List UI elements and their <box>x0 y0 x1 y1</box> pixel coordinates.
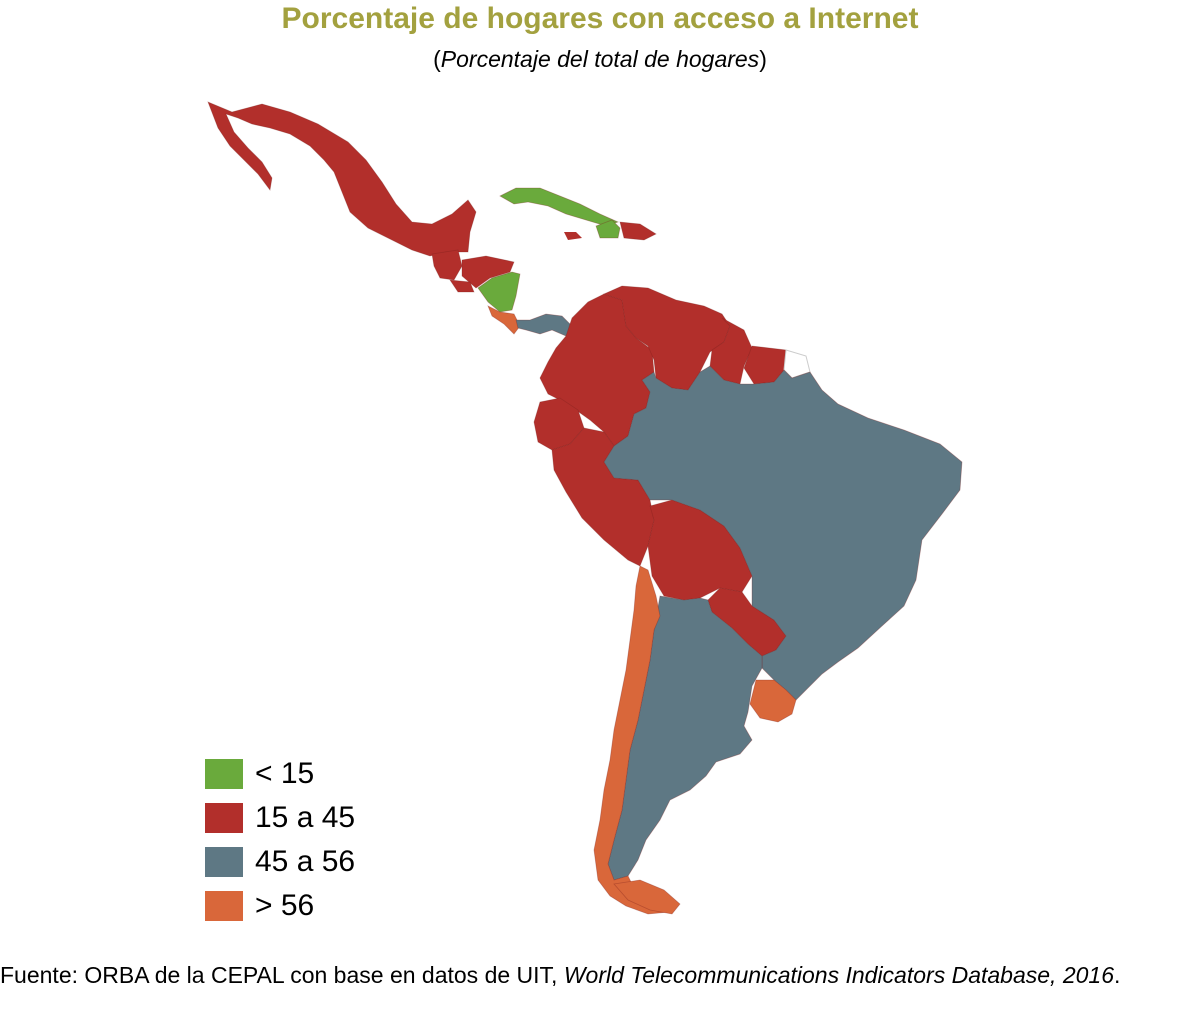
legend-item-lt15: < 15 <box>205 752 355 796</box>
region-haiti <box>595 219 621 239</box>
region-costa-rica <box>487 305 521 335</box>
region-el-salvador <box>449 279 475 293</box>
latin-america-map <box>207 101 963 915</box>
region-argentina <box>607 595 763 881</box>
region-dominican-republic <box>619 221 657 241</box>
legend-swatch-45to56 <box>205 847 243 877</box>
legend-swatch-15to45 <box>205 803 243 833</box>
source-note: Fuente: ORBA de la CEPAL con base en dat… <box>0 956 1188 994</box>
region-honduras <box>461 255 515 289</box>
legend-label-45to56: 45 a 56 <box>255 845 356 878</box>
subtitle-open: ( <box>433 46 441 72</box>
legend-item-45to56: 45 a 56 <box>205 840 355 884</box>
source-suffix: . <box>1114 962 1121 988</box>
legend-label-lt15: < 15 <box>255 757 315 790</box>
region-mexico <box>207 101 477 257</box>
region-jamaica <box>564 232 582 240</box>
legend-item-15to45: 15 a 45 <box>205 796 355 840</box>
region-uruguay <box>749 679 797 723</box>
legend-label-gt56: > 56 <box>255 889 315 922</box>
map-subtitle: (Porcentaje del total de hogares) <box>0 46 1200 73</box>
region-cuba <box>499 187 620 227</box>
subtitle-italic: Porcentaje del total de hogares <box>440 46 760 72</box>
region-nicaragua <box>477 271 521 313</box>
legend-item-gt56: > 56 <box>205 884 355 928</box>
legend-label-15to45: 15 a 45 <box>255 801 356 834</box>
region-brazil <box>603 365 963 701</box>
region-panama <box>515 313 573 337</box>
region-guatemala <box>431 249 463 281</box>
subtitle-close: ) <box>759 46 767 72</box>
map-legend: < 15 15 a 45 45 a 56 > 56 <box>205 752 355 928</box>
legend-swatch-lt15 <box>205 759 243 789</box>
source-italic: World Telecommunications Indicators Data… <box>563 962 1114 988</box>
source-prefix: Fuente: ORBA de la CEPAL con base en dat… <box>0 962 564 988</box>
legend-swatch-gt56 <box>205 891 243 921</box>
region-tierra-del-fuego <box>613 879 681 915</box>
map-title: Porcentaje de hogares con acceso a Inter… <box>281 2 919 35</box>
